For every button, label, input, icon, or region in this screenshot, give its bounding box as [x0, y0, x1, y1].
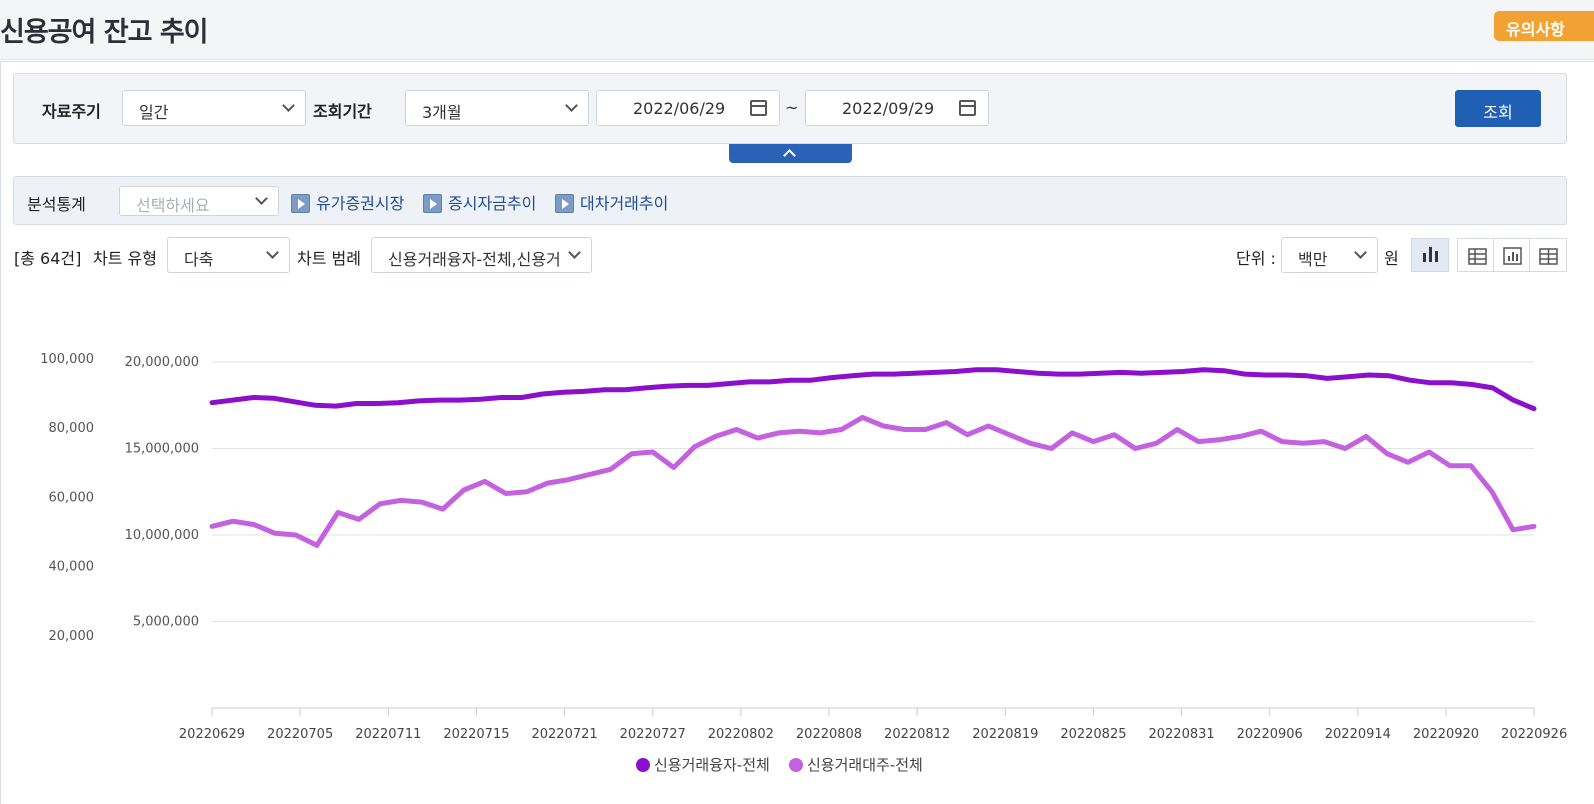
range-select[interactable]: 3개월 [405, 90, 589, 126]
unit-label: 단위 : [1236, 249, 1276, 268]
chart-only-view-button[interactable] [1493, 238, 1531, 272]
search-button[interactable]: 조회 [1455, 90, 1541, 127]
link-label: 증시자금추이 [448, 194, 537, 213]
chart-type-value: 다축 [184, 250, 214, 269]
play-icon [555, 194, 574, 213]
y-left-tick-label: 40,000 [49, 560, 95, 575]
chart-legend-value: 신용거래융자-전체,신용거 [388, 250, 561, 269]
period-select-value: 일간 [139, 103, 169, 122]
y-left-tick-label: 100,000 [40, 352, 94, 367]
bar-chart-icon [1423, 247, 1438, 262]
legend-dot [636, 758, 650, 772]
chevron-down-icon [266, 246, 279, 259]
y-right-tick-label: 5,000,000 [133, 615, 199, 630]
y-right-tick-label: 20,000,000 [125, 355, 199, 370]
page-title: 신용공여 잔고 추이 [0, 17, 209, 48]
chevron-down-icon [282, 99, 295, 112]
legend-dot [789, 758, 803, 772]
start-date-value: 2022/06/29 [633, 99, 726, 118]
chart-type-select[interactable]: 다축 [167, 237, 290, 273]
analysis-select[interactable]: 선택하세요 [119, 186, 279, 216]
x-tick-label: 20220711 [355, 727, 421, 742]
table-view-button[interactable] [1529, 238, 1567, 272]
chevron-down-icon [568, 246, 581, 259]
unit-select[interactable]: 백만 [1281, 237, 1378, 273]
analysis-select-placeholder: 선택하세요 [136, 196, 210, 215]
x-tick-label: 20220802 [708, 727, 774, 742]
legend-item-series-2[interactable]: 신용거래대주-전체 [789, 754, 923, 775]
link-kospi-market[interactable]: 유가증권시장 [291, 190, 404, 214]
link-market-funds[interactable]: 증시자금추이 [423, 190, 536, 214]
chevron-down-icon [1354, 246, 1367, 259]
end-date-input[interactable]: 2022/09/29 [805, 90, 989, 126]
x-tick-label: 20220715 [443, 727, 509, 742]
y-left-tick-label: 20,000 [49, 629, 95, 644]
x-tick-label: 20220721 [531, 727, 597, 742]
unit-suffix: 원 [1384, 249, 1399, 268]
legend-item-series-1[interactable]: 신용거래융자-전체 [636, 754, 770, 775]
chevron-down-icon [565, 99, 578, 112]
period-select[interactable]: 일간 [122, 90, 306, 126]
range-label: 조회기간 [313, 102, 372, 121]
chevron-up-icon [783, 149, 796, 162]
play-icon [423, 194, 442, 213]
legend-label: 신용거래융자-전체 [654, 756, 770, 774]
collapse-filter-button[interactable] [729, 144, 852, 163]
x-tick-label: 20220629 [179, 727, 245, 742]
range-select-value: 3개월 [422, 103, 462, 122]
link-label: 대차거래추이 [580, 194, 669, 213]
notice-button[interactable]: 유의사항 [1494, 11, 1594, 41]
x-tick-label: 20220906 [1237, 727, 1303, 742]
y-left-tick-label: 60,000 [49, 490, 95, 505]
calendar-icon[interactable] [750, 100, 767, 116]
y-right-tick-label: 15,000,000 [125, 442, 199, 457]
chart-view-button[interactable] [1411, 238, 1449, 272]
date-range-separator: ~ [785, 98, 799, 117]
legend-label: 신용거래대주-전체 [807, 756, 923, 774]
chevron-down-icon [255, 192, 268, 205]
start-date-input[interactable]: 2022/06/29 [596, 90, 780, 126]
y-right-tick-label: 10,000,000 [125, 528, 199, 543]
unit-value: 백만 [1298, 250, 1328, 269]
x-tick-label: 20220808 [796, 727, 862, 742]
play-icon [291, 194, 310, 213]
analysis-label: 분석통계 [27, 195, 86, 214]
link-label: 유가증권시장 [316, 194, 405, 213]
line-chart: 20,000,000 15,000,000 10,000,000 5,000,000 1… [40, 352, 1567, 742]
top-bar: 신용공여 잔고 추이 유의사항 [0, 0, 1594, 60]
period-label: 자료주기 [42, 102, 101, 121]
x-tick-label: 20220727 [620, 727, 686, 742]
table-chart-icon [1468, 248, 1487, 265]
link-lending-trend[interactable]: 대차거래추이 [555, 190, 668, 214]
y-left-tick-label: 80,000 [49, 421, 95, 436]
table-icon [1539, 248, 1558, 265]
chart-box-icon [1503, 247, 1522, 265]
x-tick-label: 20220825 [1060, 727, 1126, 742]
x-tick-label: 20220926 [1501, 727, 1567, 742]
x-tick-label: 20220914 [1325, 727, 1391, 742]
x-tick-label: 20220705 [267, 727, 333, 742]
end-date-value: 2022/09/29 [842, 99, 935, 118]
x-tick-label: 20220812 [884, 727, 950, 742]
table-chart-view-button[interactable] [1457, 238, 1495, 272]
calendar-icon[interactable] [959, 100, 976, 116]
series-line-2 [209, 414, 1537, 548]
total-count: [총 64건] [14, 249, 82, 268]
chart-legend-select[interactable]: 신용거래융자-전체,신용거 [371, 237, 592, 273]
x-tick-label: 20220920 [1413, 727, 1479, 742]
x-tick-label: 20220831 [1148, 727, 1214, 742]
chart-legend-label: 차트 범례 [297, 249, 361, 268]
content-panel [0, 61, 1594, 804]
chart-type-label: 차트 유형 [93, 249, 157, 268]
series-line-1 [209, 367, 1537, 412]
x-tick-label: 20220819 [972, 727, 1038, 742]
